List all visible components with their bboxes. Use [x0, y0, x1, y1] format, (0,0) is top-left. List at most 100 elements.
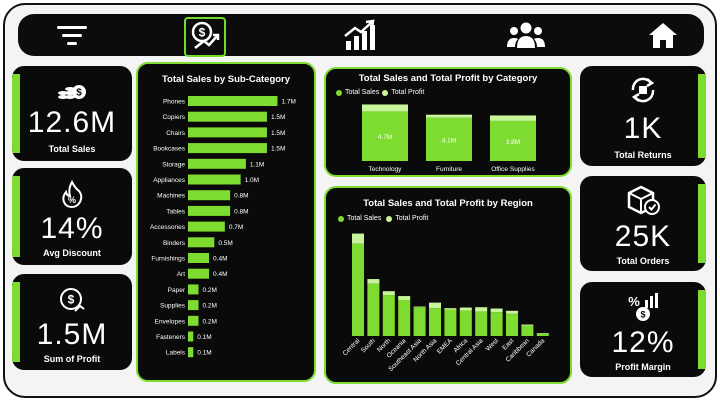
category-tick-label: Storage	[162, 161, 185, 168]
bar-sales	[475, 311, 488, 336]
subcategory-chart-panel: Total Sales by Sub-Category Phones 1.7M Co…	[136, 62, 316, 382]
bar	[188, 174, 241, 185]
bar	[188, 127, 267, 138]
bar-profit	[413, 306, 426, 308]
data-label: 1.5M	[271, 114, 285, 121]
menu-icon[interactable]	[52, 14, 92, 56]
kpi-label: Total Sales	[48, 144, 96, 154]
bar-sales	[459, 310, 472, 336]
bar	[188, 315, 199, 326]
chart-title: Total Sales and Total Profit by Category	[358, 73, 538, 84]
bar	[188, 253, 210, 263]
legend-label: Total Sales	[345, 89, 380, 96]
bar-sales	[429, 308, 441, 336]
bar-profit	[362, 104, 408, 112]
subcategory-bar-chart: Phones 1.7M Copiers 1.5M Chairs 1.5M Bookcases…	[150, 96, 296, 358]
bar-profit	[398, 296, 411, 300]
svg-text:$: $	[640, 310, 645, 320]
data-label: 0.5M	[218, 240, 232, 247]
bar	[188, 190, 231, 201]
bar-sales	[426, 117, 472, 161]
svg-text:$: $	[199, 26, 206, 40]
sales-icon[interactable]: $	[184, 14, 226, 56]
chart-title: Total Sales by Sub-Category	[161, 74, 291, 85]
legend-swatch-sales	[338, 215, 344, 222]
kpi-sum-of-profit: $ 1.5M Sum of Profit	[12, 274, 132, 370]
bar	[188, 300, 199, 311]
bar-profit	[382, 291, 395, 296]
kpi-label: Avg Discount	[43, 248, 101, 258]
bar-sales	[490, 312, 503, 336]
bar	[188, 158, 246, 169]
chart-legend: Total Sales Total Profit	[338, 215, 428, 222]
kpi-label: Total Returns	[614, 150, 672, 160]
bar-sales	[367, 283, 380, 336]
category-tick-label: Central	[342, 337, 362, 357]
data-label: 4.1M	[442, 137, 456, 144]
data-label: 0.2M	[203, 287, 217, 294]
data-label: 0.4M	[213, 256, 227, 263]
returns-icon	[580, 74, 706, 106]
category-tick-label: Furnishings	[151, 256, 185, 263]
bar-sales	[352, 243, 364, 336]
data-label: 0.8M	[234, 193, 248, 200]
margin-icon: % $	[580, 290, 706, 322]
legend-label: Total Sales	[347, 215, 382, 222]
kpi-accent-bar	[12, 176, 20, 257]
kpi-value: 12.6M	[27, 106, 117, 139]
category-tick-label: Paper	[168, 287, 186, 294]
bar	[188, 143, 267, 154]
chart-legend: Total Sales Total Profit	[336, 89, 424, 96]
home-icon[interactable]	[643, 14, 683, 56]
data-label: 0.1M	[197, 334, 211, 341]
category-tick-label: Supplies	[160, 303, 186, 310]
bar	[188, 96, 278, 106]
users-icon[interactable]	[504, 14, 548, 56]
bar	[188, 221, 225, 232]
category-tick-label: Copiers	[163, 114, 186, 121]
kpi-accent-bar	[698, 290, 706, 369]
bar-profit	[475, 307, 488, 312]
kpi-value: 25K	[614, 220, 672, 253]
legend-label: Total Profit	[395, 215, 429, 222]
kpi-total-orders: 25K Total Orders	[580, 176, 706, 271]
growth-chart-icon[interactable]	[338, 14, 382, 56]
category-tick-label: West	[485, 337, 500, 352]
category-tick-label: Binders	[163, 240, 186, 247]
bar-sales	[490, 120, 536, 161]
bar-sales	[444, 309, 457, 336]
data-label: 1.5M	[271, 146, 285, 153]
bar-profit	[429, 302, 441, 309]
kpi-accent-bar	[12, 282, 20, 362]
data-label: 1.7M	[281, 99, 295, 106]
kpi-label: Sum of Profit	[43, 354, 101, 364]
category-tick-label: EMEA	[436, 337, 454, 355]
data-label: 0.7M	[229, 224, 243, 231]
category-tick-label: South	[360, 337, 377, 354]
chart-title: Total Sales and Total Profit by Region	[363, 198, 533, 209]
region-chart-panel: Total Sales and Total Profit by Region T…	[324, 186, 572, 384]
profit-dollar-icon: $	[12, 286, 132, 314]
bar	[188, 237, 215, 248]
bar	[188, 347, 194, 358]
category-tick-label: Furniture	[436, 166, 462, 173]
bar-profit	[426, 114, 472, 118]
category-tick-label: Chairs	[166, 130, 186, 137]
category-tick-label: Fasteners	[156, 334, 186, 341]
bar-sales	[506, 313, 518, 336]
bar	[188, 205, 231, 216]
data-label: 1.5M	[271, 130, 285, 137]
kpi-label: Total Orders	[616, 256, 670, 266]
bar-profit	[490, 308, 503, 313]
category-tick-label: Art	[177, 271, 186, 278]
data-label: 0.4M	[213, 271, 227, 278]
top-nav-bar	[18, 14, 704, 56]
svg-text:%: %	[68, 195, 76, 205]
category-tick-label: Accessories	[150, 224, 186, 231]
category-tick-label: Tables	[166, 208, 186, 215]
kpi-value: 1.5M	[36, 318, 108, 351]
category-tick-label: Envelopes	[155, 318, 186, 325]
bar-profit	[521, 324, 534, 326]
data-label: 3.8M	[506, 139, 520, 146]
kpi-value: 12%	[611, 326, 675, 359]
